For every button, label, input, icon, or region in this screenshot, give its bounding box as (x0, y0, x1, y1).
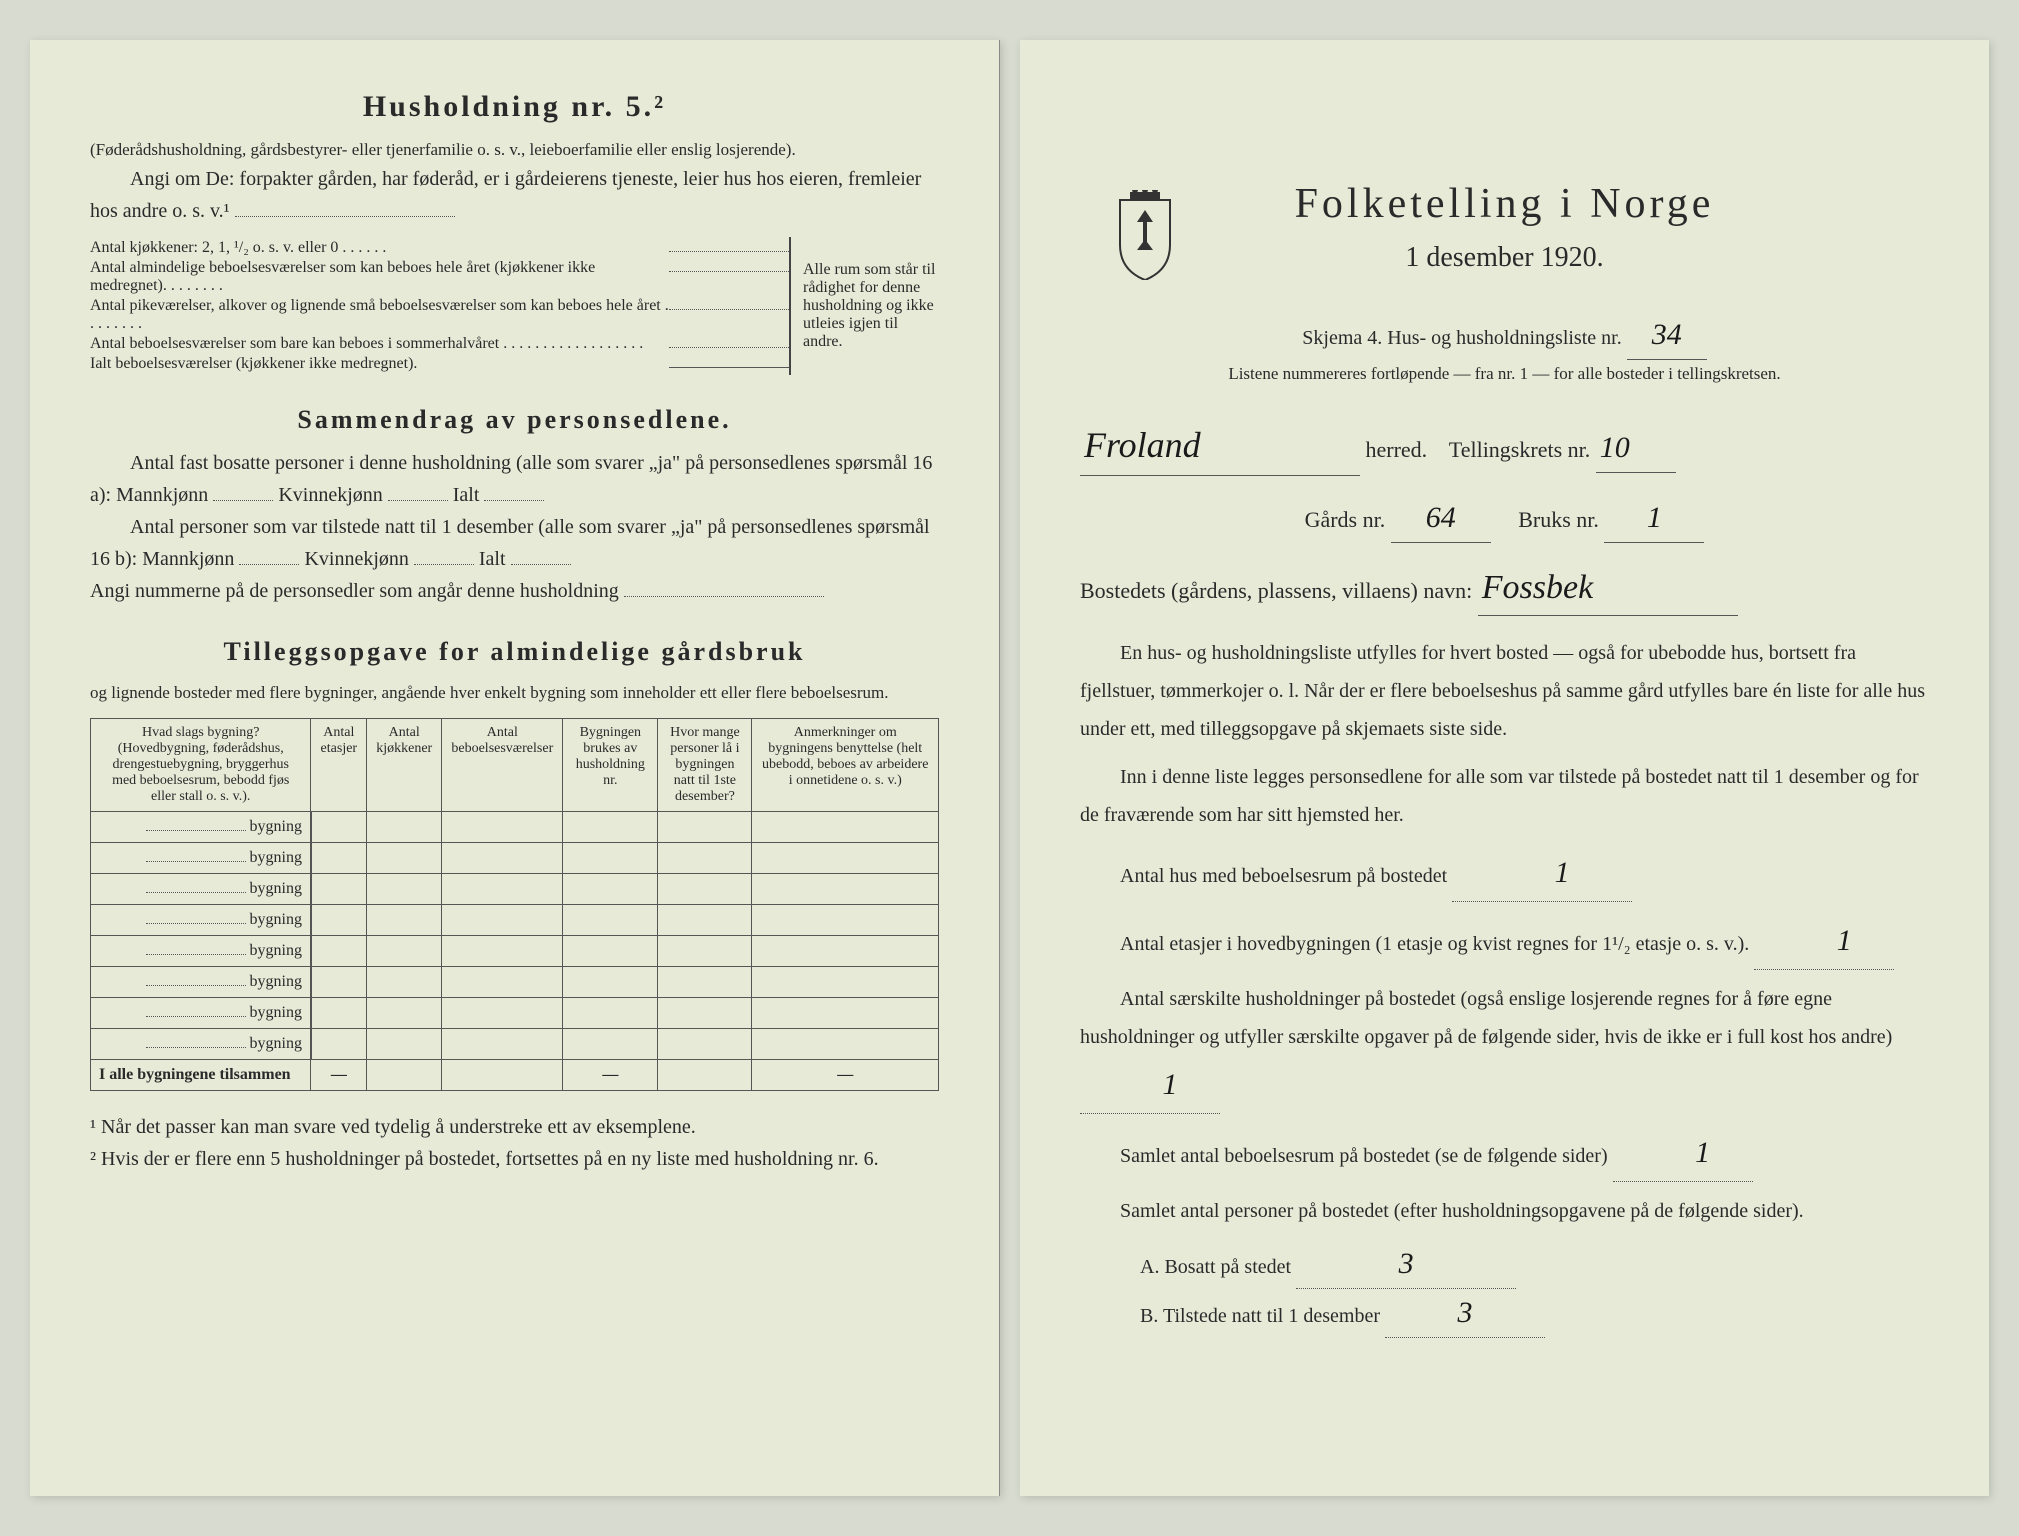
list-number-value: 34 (1627, 311, 1707, 360)
bosted-row: Bostedets (gårdens, plassens, villaens) … (1080, 561, 1929, 616)
col-household: Bygningen brukes av husholdning nr. (563, 719, 658, 812)
row-small-rooms: Antal pikeværelser, alkover og lignende … (90, 297, 789, 333)
q5-row: Samlet antal personer på bostedet (efter… (1080, 1192, 1929, 1230)
row-total-rooms: Ialt beboelsesværelser (kjøkkener ikke m… (90, 355, 789, 373)
q2-row: Antal etasjer i hovedbygningen (1 etasje… (1080, 912, 1929, 970)
bruks-value: 1 (1604, 494, 1704, 543)
table-row: bygning (91, 998, 939, 1029)
footnote-2: ² Hvis der er flere enn 5 husholdninger … (90, 1143, 939, 1175)
brace-note: Alle rum som står til rådighet for denne… (789, 237, 939, 375)
q3-value: 1 (1080, 1056, 1220, 1114)
table-row: bygning (91, 936, 939, 967)
summary-p3: Angi nummerne på de personsedler som ang… (90, 575, 939, 607)
summary-p2: Antal personer som var tilstede natt til… (90, 511, 939, 575)
qa-row: A. Bosatt på stedet 3 (1140, 1240, 1929, 1289)
herred-row: Froland herred. Tellingskrets nr. 10 (1080, 417, 1929, 476)
tellingskrets-value: 10 (1596, 424, 1676, 473)
left-page: Husholdning nr. 5.² (Føderådshusholdning… (30, 40, 1000, 1496)
coat-of-arms-icon (1110, 190, 1180, 280)
qb-value: 3 (1385, 1289, 1545, 1338)
buildings-table: Hvad slags bygning? (Hovedbygning, føder… (90, 718, 939, 1091)
sub-note-1: (Føderådshusholdning, gårdsbestyrer- ell… (90, 136, 939, 163)
footnotes: ¹ Når det passer kan man svare ved tydel… (90, 1111, 939, 1175)
sub-note-2: Angi om De: forpakter gården, har føderå… (90, 163, 939, 227)
q4-row: Samlet antal beboelsesrum på bostedet (s… (1080, 1124, 1929, 1182)
table-row: bygning (91, 843, 939, 874)
census-date: 1 desember 1920. (1080, 236, 1929, 281)
table-row: bygning (91, 874, 939, 905)
ab-list: A. Bosatt på stedet 3 B. Tilstede natt t… (1140, 1240, 1929, 1338)
qa-value: 3 (1296, 1240, 1516, 1289)
q2-value: 1 (1754, 912, 1894, 970)
bosted-value: Fossbek (1478, 561, 1738, 616)
q1-row: Antal hus med beboelsesrum på bostedet 1 (1080, 844, 1929, 902)
q3-row: Antal særskilte husholdninger på bostede… (1080, 980, 1929, 1114)
col-floors: Antal etasjer (311, 719, 367, 812)
blank-line (235, 216, 455, 217)
row-summer-rooms: Antal beboelsesværelser som bare kan beb… (90, 335, 789, 353)
listene-note: Listene nummereres fortløpende — fra nr.… (1080, 360, 1929, 387)
right-page: Folketelling i Norge 1 desember 1920. Sk… (1020, 40, 1989, 1496)
herred-value: Froland (1080, 417, 1360, 476)
summary-p1: Antal fast bosatte personer i denne hush… (90, 447, 939, 511)
table-row: bygning (91, 967, 939, 998)
table-body: bygning bygning bygning bygning bygning … (91, 812, 939, 1091)
main-title: Folketelling i Norge (1080, 180, 1929, 228)
col-type: Hvad slags bygning? (Hovedbygning, føder… (91, 719, 311, 812)
supplement-heading: Tilleggsopgave for almindelige gårdsbruk (90, 637, 939, 667)
instructions-p2: Inn i denne liste legges personsedlene f… (1080, 758, 1929, 834)
col-remarks: Anmerkninger om bygningens benyttelse (h… (752, 719, 939, 812)
gards-value: 64 (1391, 494, 1491, 543)
qb-row: B. Tilstede natt til 1 desember 3 (1140, 1289, 1929, 1338)
row-kitchens: Antal kjøkkener: 2, 1, ¹/₂ o. s. v. elle… (90, 239, 789, 257)
q4-value: 1 (1613, 1124, 1753, 1182)
gards-row: Gårds nr. 64 Bruks nr. 1 (1080, 494, 1929, 543)
col-rooms: Antal beboelsesværelser (442, 719, 563, 812)
supplement-sub: og lignende bosteder med flere bygninger… (90, 679, 939, 706)
room-count-block: Antal kjøkkener: 2, 1, ¹/₂ o. s. v. elle… (90, 237, 939, 375)
row-ordinary-rooms: Antal almindelige beboelsesværelser som … (90, 259, 789, 295)
table-total-row: I alle bygningene tilsammen——— (91, 1060, 939, 1091)
table-row: bygning (91, 812, 939, 843)
household-heading: Husholdning nr. 5.² (90, 90, 939, 124)
col-persons: Hvor mange personer lå i bygningen natt … (658, 719, 752, 812)
footnote-1: ¹ Når det passer kan man svare ved tydel… (90, 1111, 939, 1143)
col-kitchens: Antal kjøkkener (367, 719, 442, 812)
table-row: bygning (91, 1029, 939, 1060)
instructions-p1: En hus- og husholdningsliste utfylles fo… (1080, 634, 1929, 748)
q1-value: 1 (1452, 844, 1632, 902)
schema-line: Skjema 4. Hus- og husholdningsliste nr. … (1080, 311, 1929, 360)
table-row: bygning (91, 905, 939, 936)
summary-heading: Sammendrag av personsedlene. (90, 405, 939, 435)
table-header-row: Hvad slags bygning? (Hovedbygning, føder… (91, 719, 939, 812)
